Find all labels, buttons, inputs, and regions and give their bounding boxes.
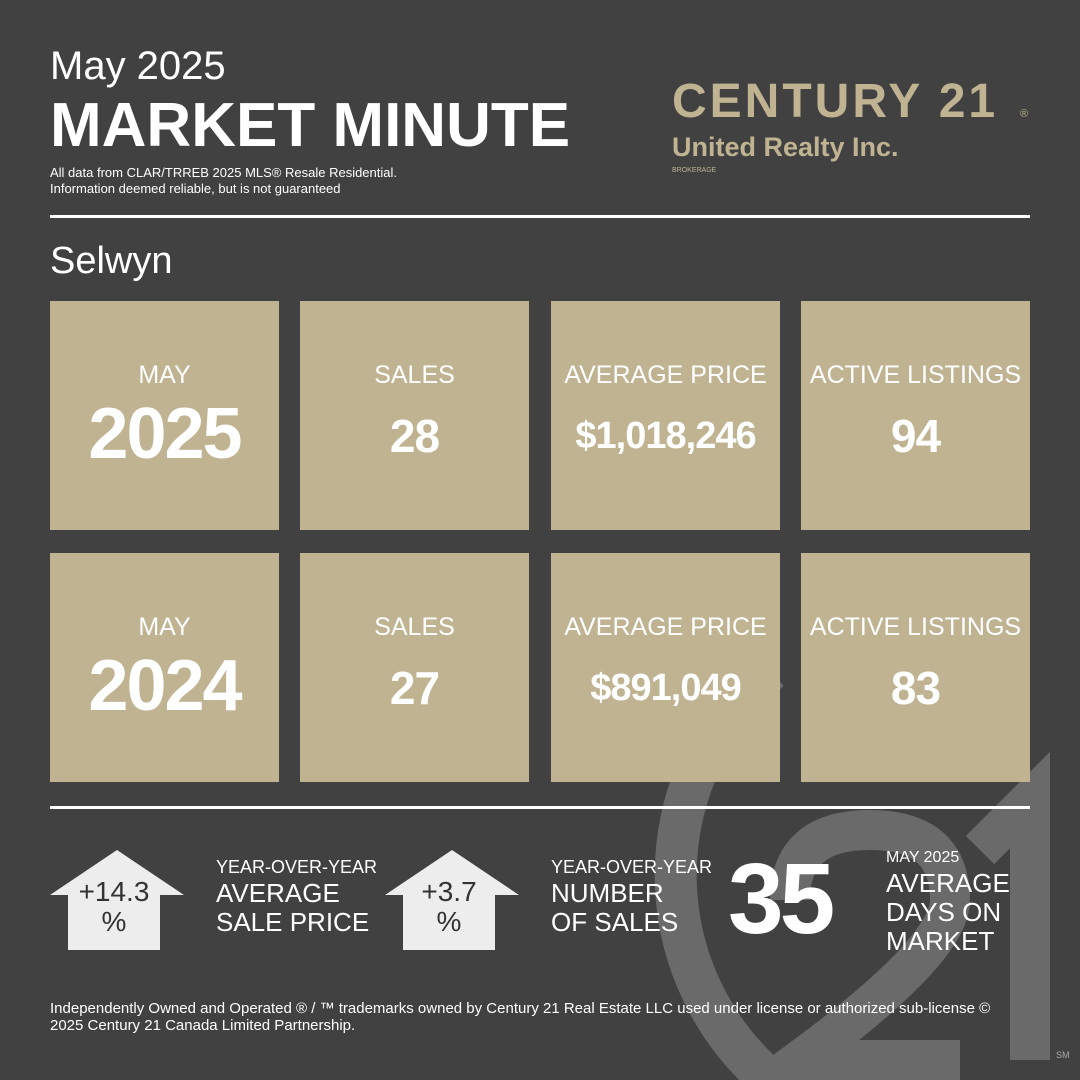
stat-label: ACTIVE LISTINGS	[809, 361, 1022, 389]
stat-label: SALES	[374, 361, 455, 389]
period-month: MAY	[138, 613, 191, 641]
service-mark: SM	[1056, 1050, 1070, 1060]
logo-tag: BROKERAGE	[672, 167, 717, 174]
summary-kicker: YEAR-OVER-YEAR	[551, 857, 713, 877]
stat-value: 94	[890, 410, 941, 462]
logo-office: United Realty Inc.	[672, 132, 899, 162]
summary-line: MARKET	[886, 926, 995, 956]
logo-brand: CENTURY 21	[672, 75, 999, 128]
stat-tile: AVERAGE PRICE $1,018,246	[551, 301, 780, 530]
divider	[50, 806, 1030, 809]
watermark-one	[965, 751, 1050, 1060]
disclaimer: All data from CLAR/TRREB 2025 MLS® Resal…	[50, 165, 398, 180]
stat-tile: SALES 28	[300, 301, 529, 530]
stat-value: $1,018,246	[575, 415, 756, 457]
period-year: 2025	[88, 394, 242, 474]
stat-label: ACTIVE LISTINGS	[809, 613, 1022, 641]
stat-label: AVERAGE PRICE	[564, 361, 767, 389]
summary-kicker: YEAR-OVER-YEAR	[216, 857, 378, 877]
summary-line: DAYS ON	[886, 897, 1002, 927]
stat-label: AVERAGE PRICE	[564, 613, 767, 641]
summary-line: AVERAGE	[216, 878, 340, 908]
area: Selwyn	[50, 240, 173, 282]
change-value: +14.3	[78, 876, 150, 907]
stat-tile: ACTIVE LISTINGS 83	[801, 553, 1030, 782]
disclaimer: Information deemed reliable, but is not …	[50, 181, 341, 196]
period-month: MAY	[138, 361, 191, 389]
summary-kicker: MAY 2025	[886, 849, 960, 866]
month: May 2025	[50, 44, 226, 88]
stat-value: 83	[890, 662, 941, 714]
summary-line: OF SALES	[551, 907, 679, 937]
change-value: +3.7	[421, 876, 477, 907]
title: MARKET MINUTE	[50, 91, 571, 160]
days-value: 35	[728, 843, 835, 955]
period-year: 2024	[88, 646, 242, 726]
stat-label: SALES	[374, 613, 455, 641]
summary-line: AVERAGE	[886, 868, 1010, 898]
period-tile: MAY 2025	[50, 301, 279, 530]
logo-registered: ®	[1020, 108, 1029, 120]
footnote: Independently Owned and Operated ® / ™ t…	[50, 1000, 991, 1034]
change-unit: %	[101, 906, 127, 937]
arrow-icon	[50, 850, 184, 950]
stat-value: 28	[389, 410, 440, 462]
change-unit: %	[436, 906, 462, 937]
stat-tile: SALES 27	[300, 553, 529, 782]
divider	[50, 215, 1030, 218]
watermark-two	[738, 809, 971, 1080]
arrow-icon	[385, 850, 519, 950]
summary-line: SALE PRICE	[216, 907, 370, 937]
stat-value: 27	[389, 662, 440, 714]
stat-tile: AVERAGE PRICE $891,049	[551, 553, 780, 782]
stat-tile: ACTIVE LISTINGS 94	[801, 301, 1030, 530]
summary-line: NUMBER	[551, 878, 664, 908]
stat-value: $891,049	[590, 667, 742, 709]
period-tile: MAY 2024	[50, 553, 279, 782]
